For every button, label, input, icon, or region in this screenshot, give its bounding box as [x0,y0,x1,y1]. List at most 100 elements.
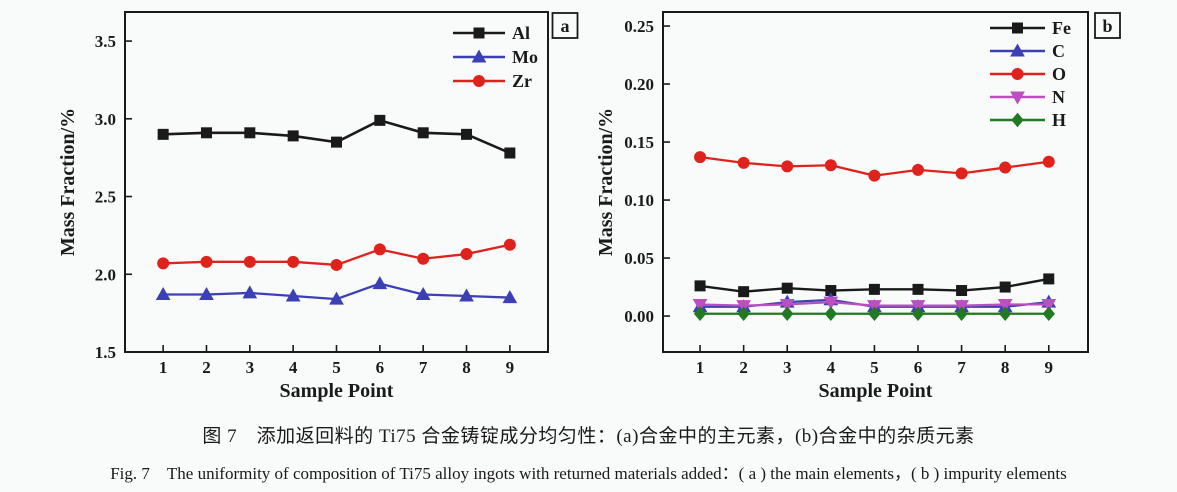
y-tick-label: 0.10 [624,191,654,210]
legend-C-label: C [1052,41,1065,61]
series-O [694,151,1055,182]
series-N-marker [779,298,795,312]
legend: Al Mo Zr [453,23,538,91]
series-H-marker [868,306,881,321]
legend-O-marker [1011,68,1024,80]
series-H-marker [1042,306,1055,321]
legend-O-label: O [1052,64,1066,84]
series-O-marker [824,159,837,172]
series-Fe-marker [999,281,1011,293]
series-Zr-marker [417,252,430,265]
series-Fe-marker [1043,273,1055,285]
chart-b-impurity-elements: 0.00 0.05 0.10 0.15 0.20 0.25 1 2 3 4 5 6 7 8 9 Sample … [595,11,1121,402]
series-O-marker [737,156,750,169]
series-Zr-marker [503,238,516,251]
x-tick-label: 6 [914,358,923,377]
y-axis-title: Mass Fraction/% [595,108,617,256]
chart-a-main-elements: 1.5 2.0 2.5 3.0 3.5 1 2 3 4 5 6 7 8 9 Sample Point Mass… [57,11,579,402]
y-tick-label: 2.0 [95,265,116,284]
legend-Fe-label: Fe [1052,18,1071,38]
caption-english: Fig. 7 The uniformity of composition of … [110,464,1067,483]
y-tick-label: 3.0 [95,110,116,129]
legend-Zr-label: Zr [512,71,532,91]
legend-H-marker [1011,112,1024,128]
x-tick-label: 8 [1001,358,1010,377]
series-Zr-marker [157,257,170,270]
series-N [692,296,1057,314]
series-Mo-marker [415,286,431,300]
x-tick-label: 7 [419,358,428,377]
series-Zr-marker [243,255,256,268]
x-tick-label: 9 [1045,358,1054,377]
series-Al-marker [374,114,386,126]
series-N-marker [823,296,839,310]
y-axis-title: Mass Fraction/% [57,108,79,256]
x-tick-label: 9 [506,358,515,377]
series-O-marker [868,169,881,182]
series-H-marker [693,306,707,321]
series-H-marker [955,306,968,321]
series-Mo [155,276,518,305]
series-N-marker [736,300,751,314]
series-Al-marker [504,147,516,159]
series-Al-marker [331,136,342,148]
x-tick-label: 8 [462,358,471,377]
y-tick-label: 1.5 [95,343,116,362]
series-N-marker [910,300,926,314]
series-Al-marker [157,128,169,140]
series-Mo-marker [329,291,344,305]
series-Al-marker [461,128,473,140]
x-tick-label: 1 [696,358,705,377]
series-H-marker [781,306,794,321]
series-Mo-marker [155,286,171,300]
series-Fe-marker [781,282,793,294]
series-N-marker [954,300,969,314]
y-tick-label: 3.5 [95,32,116,51]
series-Fe [694,273,1055,298]
series-Fe-marker [868,283,880,295]
legend-Fe-marker [1012,22,1023,34]
x-tick-label: 5 [332,358,341,377]
legend-H-label: H [1052,110,1066,130]
series-Al-marker [244,127,256,139]
series-H-marker [737,306,750,321]
series-Fe-marker [912,283,924,295]
x-tick-label: 2 [202,358,211,377]
series-Al-marker [287,130,299,142]
series-N-marker [1041,298,1057,312]
series-Mo-marker [502,290,518,304]
series-Al-marker [417,127,429,139]
y-tick-label: 0.15 [624,133,654,152]
series-H-marker [824,306,837,321]
x-tick-label: 2 [739,358,748,377]
x-tick-label: 1 [159,358,168,377]
series-Zr-marker [330,258,343,271]
series-O-marker [1042,155,1055,168]
legend-N-label: N [1052,87,1065,107]
series-Al [157,114,516,159]
plot-border [662,11,1089,353]
legend-Mo-marker [471,49,487,63]
legend-N-marker [1010,91,1025,105]
x-axis-title: Sample Point [819,380,933,402]
legend-C-marker [1010,43,1025,57]
series-H-marker [999,306,1012,321]
series-O-marker [781,160,794,173]
series-Zr-marker [287,255,300,268]
series-O-marker [694,151,707,164]
series-O-marker [912,163,924,176]
series-Zr [157,238,516,271]
series-Mo-marker [372,276,388,290]
x-tick-label: 5 [870,358,879,377]
series-Mo-marker [285,288,301,302]
panel-label: b [1102,16,1112,36]
series-Al-marker [200,127,212,139]
series-Mo-marker [199,286,214,300]
x-tick-label: 7 [957,358,966,377]
y-tick-label: 0.25 [624,17,654,36]
legend-Zr-marker [473,75,485,87]
series-N-marker [867,300,882,314]
series-N-marker [692,298,708,312]
